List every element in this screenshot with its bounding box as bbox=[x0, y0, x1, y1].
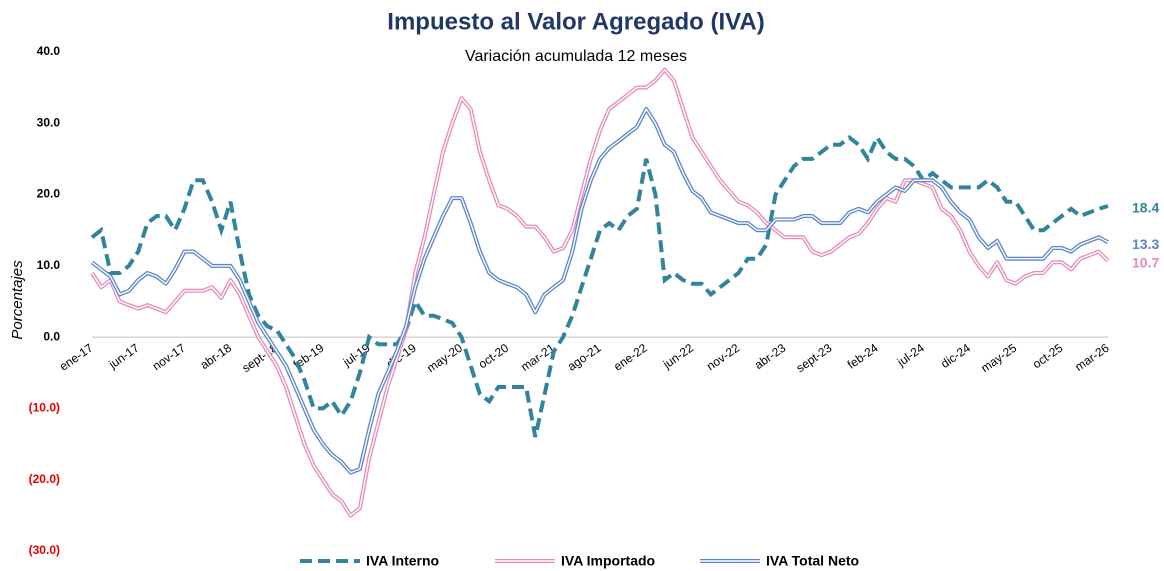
series-line-inner bbox=[91, 69, 1109, 517]
end-value-label: 18.4 bbox=[1132, 200, 1159, 216]
x-tick-label: may-25 bbox=[978, 341, 1019, 376]
x-tick-label: sept-23 bbox=[794, 341, 835, 376]
x-tick-label: jun-22 bbox=[660, 341, 696, 372]
series-line-inner bbox=[91, 108, 1109, 474]
y-axis-label: Porcentajes bbox=[9, 260, 26, 340]
legend-label: IVA Total Neto bbox=[766, 553, 859, 569]
x-tick-label: oct-25 bbox=[1030, 341, 1066, 372]
y-tick-label: (20.0) bbox=[29, 472, 60, 486]
x-tick-label: jul-24 bbox=[894, 341, 927, 370]
x-tick-label: may-20 bbox=[424, 341, 465, 376]
x-tick-label: abr-18 bbox=[198, 341, 235, 373]
x-tick-label: feb-19 bbox=[291, 341, 327, 372]
x-tick-label: nov-17 bbox=[150, 341, 188, 374]
y-tick-label: 30.0 bbox=[37, 115, 61, 129]
y-tick-label: 20.0 bbox=[37, 187, 61, 201]
x-tick-label: oct-20 bbox=[476, 341, 512, 372]
y-tick-label: (10.0) bbox=[29, 401, 60, 415]
x-tick-label: ene-22 bbox=[611, 341, 650, 374]
x-tick-label: jun-17 bbox=[106, 341, 142, 372]
x-tick-label: ago-21 bbox=[565, 341, 604, 374]
x-tick-label: nov-22 bbox=[704, 341, 742, 374]
chart-title: Impuesto al Valor Agregado (IVA) bbox=[387, 8, 764, 35]
x-tick-label: dic-24 bbox=[938, 341, 973, 371]
x-tick-label: feb-24 bbox=[845, 341, 881, 372]
end-value-label: 10.7 bbox=[1132, 255, 1159, 271]
end-value-label: 13.3 bbox=[1132, 236, 1159, 252]
x-tick-label: mar-26 bbox=[1072, 341, 1111, 374]
legend-label: IVA Importado bbox=[561, 553, 655, 569]
legend-label: IVA Interno bbox=[366, 553, 439, 569]
y-tick-label: 10.0 bbox=[37, 258, 61, 272]
x-tick-label: abr-23 bbox=[752, 341, 789, 373]
y-tick-label: (30.0) bbox=[29, 543, 60, 557]
x-tick-label: ene-17 bbox=[57, 341, 96, 374]
y-tick-label: 40.0 bbox=[37, 44, 61, 58]
y-tick-label: 0.0 bbox=[43, 329, 60, 343]
chart-subtitle: Variación acumulada 12 meses bbox=[465, 48, 687, 65]
